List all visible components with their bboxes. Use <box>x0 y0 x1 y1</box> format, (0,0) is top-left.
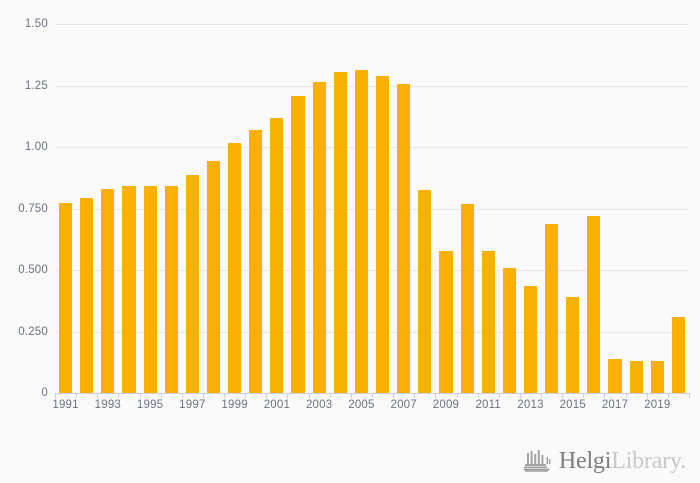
bar-2011[interactable] <box>481 250 495 393</box>
x-axis-tick <box>498 393 500 398</box>
gridline <box>55 147 689 148</box>
x-axis-tick <box>202 393 204 398</box>
gridline <box>55 270 689 271</box>
x-axis-tick <box>350 393 352 398</box>
bar-2016[interactable] <box>587 216 601 393</box>
helgi-library-logo: HelgiLibrary. <box>522 449 686 473</box>
bar-1999[interactable] <box>228 142 242 393</box>
x-axis-tick <box>139 393 141 398</box>
bar-2001[interactable] <box>270 118 284 393</box>
x-axis-tick-label: 1995 <box>136 399 164 411</box>
bar-1998[interactable] <box>206 160 221 393</box>
bar-1991[interactable] <box>59 203 73 393</box>
x-axis-tick-label: 2001 <box>263 399 291 411</box>
x-axis-tick <box>181 393 183 398</box>
x-axis-tick <box>76 393 78 398</box>
bar-2020[interactable] <box>671 317 685 393</box>
x-axis-tick <box>308 393 310 398</box>
x-axis-tick-label: 2013 <box>517 399 544 411</box>
bar-series <box>55 24 689 393</box>
bar-2002[interactable] <box>291 96 305 393</box>
x-axis-tick <box>646 393 648 398</box>
x-axis-tick-label: 2003 <box>305 399 333 411</box>
bar-2012[interactable] <box>502 268 516 393</box>
bar-2009[interactable] <box>439 250 453 393</box>
x-axis-tick <box>224 393 226 398</box>
bar-2018[interactable] <box>629 361 643 393</box>
x-axis-tick <box>562 393 564 398</box>
bar-2013[interactable] <box>523 286 538 393</box>
gridline <box>55 208 689 210</box>
bar-2014[interactable] <box>545 223 559 393</box>
bar-2006[interactable] <box>376 76 390 393</box>
bar-1993[interactable] <box>101 188 115 393</box>
x-axis-tick <box>118 393 120 398</box>
bar-1994[interactable] <box>122 186 136 393</box>
bar-2000[interactable] <box>249 130 263 393</box>
x-axis-tick-label: 2007 <box>390 399 417 411</box>
bar-1997[interactable] <box>185 174 199 393</box>
x-axis-tick-label: 2019 <box>644 399 671 411</box>
x-axis-tick <box>414 393 416 398</box>
bar-2015[interactable] <box>566 297 580 393</box>
x-axis-tick <box>393 393 395 398</box>
bar-2003[interactable] <box>312 81 326 393</box>
bar-1992[interactable] <box>80 198 94 393</box>
x-axis-tick-label: 1999 <box>221 399 248 411</box>
gridline <box>55 331 689 333</box>
bar-2004[interactable] <box>333 71 347 393</box>
bar-2007[interactable] <box>397 83 411 393</box>
x-axis-tick <box>667 393 669 398</box>
gridline <box>55 24 689 25</box>
bar-2005[interactable] <box>354 70 368 393</box>
x-axis-tick <box>329 393 331 398</box>
gridline <box>55 85 689 87</box>
y-axis-tick-label: 0 <box>41 387 48 399</box>
x-axis-tick-label: 2011 <box>475 399 501 411</box>
bar-2010[interactable] <box>460 203 474 393</box>
x-axis-tick-label: 2009 <box>432 399 460 411</box>
bar-1995[interactable] <box>143 186 157 393</box>
x-axis-tick <box>689 393 690 398</box>
x-axis-tick <box>55 393 56 398</box>
x-axis-tick <box>245 393 247 398</box>
x-axis-tick <box>435 393 437 398</box>
y-axis-tick-label: 0.750 <box>18 202 48 215</box>
x-axis-tick-label: 1993 <box>94 399 122 411</box>
helgi-library-bridge-icon <box>522 449 552 473</box>
x-axis-tick-label: 2005 <box>348 399 375 411</box>
bar-1996[interactable] <box>164 186 178 393</box>
x-axis-tick <box>519 393 521 398</box>
x-axis-tick <box>97 393 99 398</box>
logo-wordmark: HelgiLibrary. <box>559 449 686 473</box>
y-axis-tick-label: 1.25 <box>24 79 48 92</box>
y-axis-tick-label: 1.00 <box>24 141 48 153</box>
logo-word-library: Library. <box>611 448 686 474</box>
x-axis-tick <box>372 393 373 398</box>
bar-2019[interactable] <box>650 361 664 393</box>
x-axis-tick <box>477 393 479 398</box>
x-axis-tick <box>266 393 268 398</box>
x-axis-tick <box>625 393 627 398</box>
x-axis-tick <box>456 393 458 398</box>
bar-2017[interactable] <box>608 359 622 393</box>
y-axis-tick-label: 0.250 <box>18 325 48 338</box>
x-axis-tick <box>541 393 543 398</box>
y-axis-tick-label: 1.50 <box>24 18 48 30</box>
x-axis-tick-label: 1991 <box>52 399 79 411</box>
y-axis-tick-label: 0.500 <box>18 264 48 276</box>
x-axis-tick <box>583 393 585 398</box>
x-axis-tick <box>604 393 606 398</box>
logo-word-helgi: Helgi <box>558 448 612 474</box>
x-axis-tick <box>160 393 162 398</box>
x-axis-tick-label: 1997 <box>179 399 206 411</box>
x-axis-tick <box>287 393 289 398</box>
x-axis-tick-label: 2015 <box>559 399 586 411</box>
bar-2008[interactable] <box>418 189 432 393</box>
x-axis-tick-label: 2017 <box>601 399 629 411</box>
